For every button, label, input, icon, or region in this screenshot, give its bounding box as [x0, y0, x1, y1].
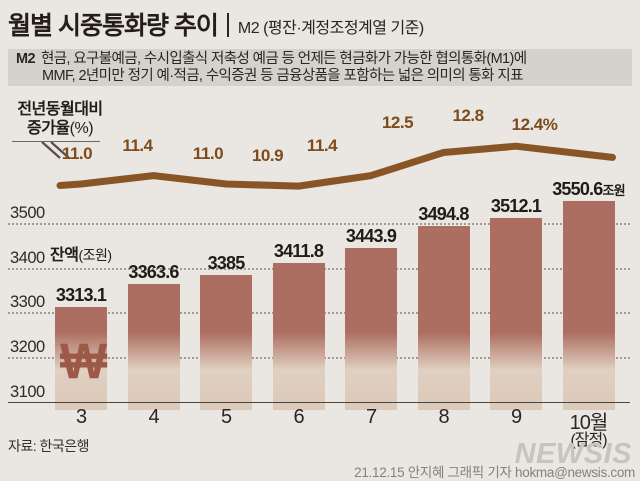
credit-line: 21.12.15 안지혜 그래픽 기자 hokma@newsis.com	[354, 465, 635, 480]
newsis-watermark-logo: NEWSIS	[514, 438, 632, 470]
m2-description-text1: 현금, 요구불예금, 수시입출식 저축성 예금 등 언제든 현금화가 가능한 협…	[40, 51, 527, 67]
x-tick-label: 6	[293, 406, 304, 428]
x-tick-label: 3	[75, 406, 87, 428]
line-point-label: 12.8	[452, 106, 484, 126]
x-tick-label: 10월	[569, 412, 609, 434]
bar	[417, 225, 470, 410]
x-tick-label: 9	[510, 406, 522, 428]
bar	[272, 262, 325, 410]
x-sublabel-provisional: (잠정)	[570, 432, 607, 449]
bar-value-label: 3363.6	[128, 262, 179, 283]
x-tick-label: 5	[220, 406, 232, 428]
y-tick-label: 3200	[10, 337, 45, 356]
balance-axis-label-unit: (조원)	[78, 247, 112, 263]
page-subtitle: M2 (평잔·계정조정계열 기준)	[237, 19, 424, 37]
line-point-label: 11.0	[192, 144, 224, 163]
line-point-label: 11.4	[306, 135, 338, 155]
bar-value-label: 3385	[207, 252, 246, 273]
bar-value-label: 3411.8	[273, 240, 324, 261]
bar-value-label: 3313.1	[55, 284, 107, 305]
source-text: 자료: 한국은행	[8, 438, 90, 454]
y-tick-label: 3100	[10, 382, 45, 401]
rate-axis-label: 전년동월대비 증가율(%)	[8, 101, 112, 138]
header: 월별 시중통화량 추이 M2 (평잔·계정조정계열 기준)	[8, 6, 424, 42]
balance-axis-label-bold: 잔액	[50, 247, 79, 264]
m2-description-line2: MMF, 2년미만 정기 예·적금, 수익증권 등 금융상품을 포함하는 넓은 …	[42, 68, 523, 84]
y-tick-label: 3300	[10, 293, 45, 312]
m2-description-box: M2 현금, 요구불예금, 수시입출식 저축성 예금 등 언제든 현금화가 가능한…	[8, 49, 632, 86]
rate-axis-label-unit: (%)	[69, 120, 94, 137]
line-point-label: 11.0	[61, 144, 93, 163]
rate-axis-label-line1: 전년동월대비	[17, 101, 103, 118]
rate-axis-label-line2: 증가율(%)	[8, 119, 112, 138]
trend-line	[56, 142, 616, 190]
x-axis-line	[8, 401, 630, 403]
bar-value-label: 3512.1	[490, 195, 542, 216]
bar-value-label: 3443.9	[345, 226, 397, 247]
y-tick-label: 3500	[10, 204, 45, 223]
line-point-label: 10.9	[251, 146, 284, 166]
m2-prefix: M2	[16, 51, 36, 67]
bar	[127, 284, 180, 410]
bar-value-label: 3494.8	[418, 203, 469, 224]
rate-axis-label-bold: 증가율	[26, 120, 70, 137]
bar	[562, 200, 615, 410]
gridline	[8, 223, 630, 226]
bar-value-label: 3550.6조원	[552, 178, 625, 199]
balance-axis-label: 잔액(조원)	[50, 241, 112, 265]
line-point-label: 12.5	[381, 112, 414, 132]
x-tick-label: 8	[438, 406, 449, 428]
title-divider	[226, 13, 229, 37]
rate-label-underline	[12, 141, 100, 142]
bar	[490, 217, 542, 410]
won-currency-symbol: ₩	[60, 333, 108, 389]
line-point-label: 11.4	[122, 135, 153, 155]
y-tick-label: 3400	[10, 248, 45, 267]
line-point-label: 12.4%	[511, 114, 558, 134]
bar	[55, 306, 107, 410]
bar-value-unit: 조원	[602, 182, 625, 198]
x-tick-label: 4	[148, 406, 159, 428]
m2-description-line1: M2 현금, 요구불예금, 수시입출식 저축성 예금 등 언제든 현금화가 가능한…	[16, 51, 624, 68]
bar	[345, 248, 397, 410]
rate-label-pointer-ticks	[41, 141, 70, 159]
page-title: 월별 시중통화량 추이	[8, 12, 219, 40]
x-tick-label: 7	[365, 406, 377, 428]
bar	[200, 274, 252, 410]
